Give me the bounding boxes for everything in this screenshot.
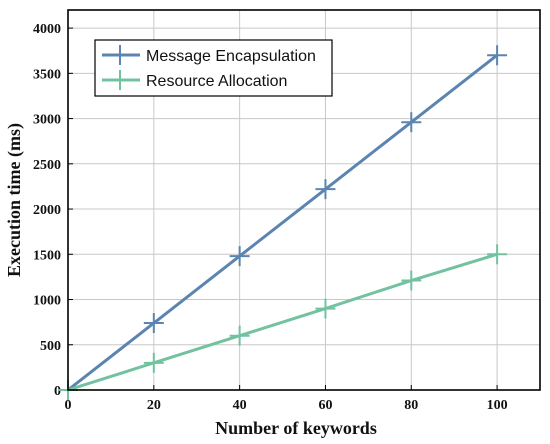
legend-label-message-encapsulation: Message Encapsulation <box>146 48 316 65</box>
y-tick-label-6: 3000 <box>33 113 61 128</box>
x-axis-title: Number of keywords <box>215 418 377 438</box>
y-axis-ticks: 0 500 1000 1500 2000 2500 3000 3500 4000 <box>33 22 73 399</box>
y-tick-label-3: 1500 <box>33 248 61 263</box>
legend-label-resource-allocation: Resource Allocation <box>146 73 287 90</box>
y-tick-label-4: 2000 <box>33 203 61 218</box>
series-line-resource-allocation <box>67 252 498 392</box>
legend-box <box>94 39 333 97</box>
series-line-message-encapsulation <box>67 54 499 392</box>
y-axis-title: Execution time (ms) <box>4 123 25 277</box>
y-tick-label-0: 0 <box>54 384 61 399</box>
y-tick-label-8: 4000 <box>33 22 61 37</box>
y-tick-label-1: 500 <box>40 339 61 354</box>
y-tick-label-2: 1000 <box>33 294 61 309</box>
series-layer <box>58 45 508 400</box>
plot-frame <box>67 9 541 391</box>
x-axis-ticks: 0 20 40 60 80 100 <box>65 385 508 413</box>
x-tick-label-5: 100 <box>487 398 508 413</box>
y-tick-label-5: 2500 <box>33 158 61 173</box>
y-tick-label-7: 3500 <box>33 67 61 82</box>
x-tick-label-1: 20 <box>147 398 161 413</box>
x-tick-label-0: 0 <box>65 398 72 413</box>
x-tick-label-2: 40 <box>233 398 247 413</box>
x-tick-label-3: 60 <box>318 398 332 413</box>
legend: Message Encapsulation Resource Allocatio… <box>94 39 333 97</box>
x-tick-label-4: 80 <box>404 398 418 413</box>
